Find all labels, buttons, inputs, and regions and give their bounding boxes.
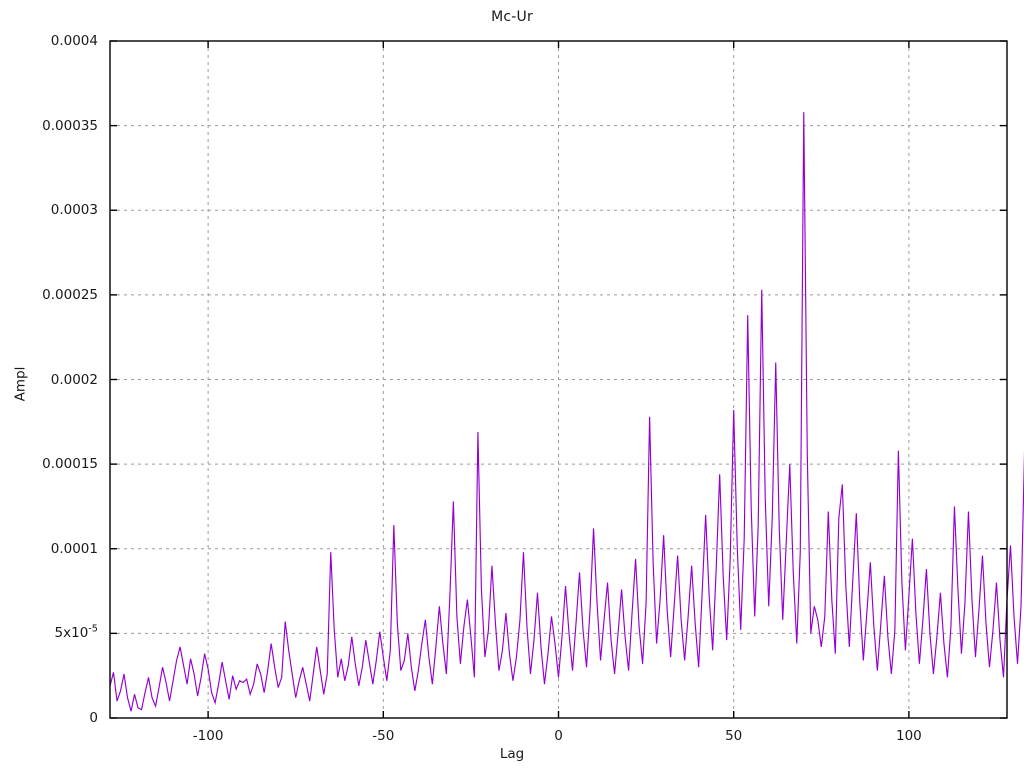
x-tick-label: -50 bbox=[372, 728, 395, 744]
data-series bbox=[109, 112, 1024, 712]
series-line-0 bbox=[109, 112, 1024, 712]
x-tick-label: -100 bbox=[192, 728, 224, 744]
x-tick-label: 50 bbox=[725, 728, 743, 744]
y-tick-label: 5x10-5 bbox=[54, 623, 98, 642]
y-tick-label: 0 bbox=[89, 710, 98, 726]
x-tick-label: 0 bbox=[554, 728, 563, 744]
plot-frame bbox=[109, 40, 1008, 719]
y-tick-label: 0.0004 bbox=[50, 33, 98, 49]
y-axis-title: Ampl bbox=[12, 366, 29, 402]
x-axis-title: Lag bbox=[499, 746, 525, 762]
page-title: Mc-Ur bbox=[491, 9, 533, 25]
y-tick-label: 0.0003 bbox=[50, 202, 98, 219]
y-tick-label: 0.0001 bbox=[50, 540, 98, 557]
y-tick-label: 0.00015 bbox=[42, 456, 98, 473]
y-tick-label: 0.0002 bbox=[50, 371, 98, 388]
x-tick-label: 100 bbox=[896, 728, 922, 744]
y-tick-label: 0.00025 bbox=[42, 286, 98, 303]
gridlines bbox=[110, 40, 1007, 718]
y-tick-label: 0.00035 bbox=[42, 117, 98, 134]
